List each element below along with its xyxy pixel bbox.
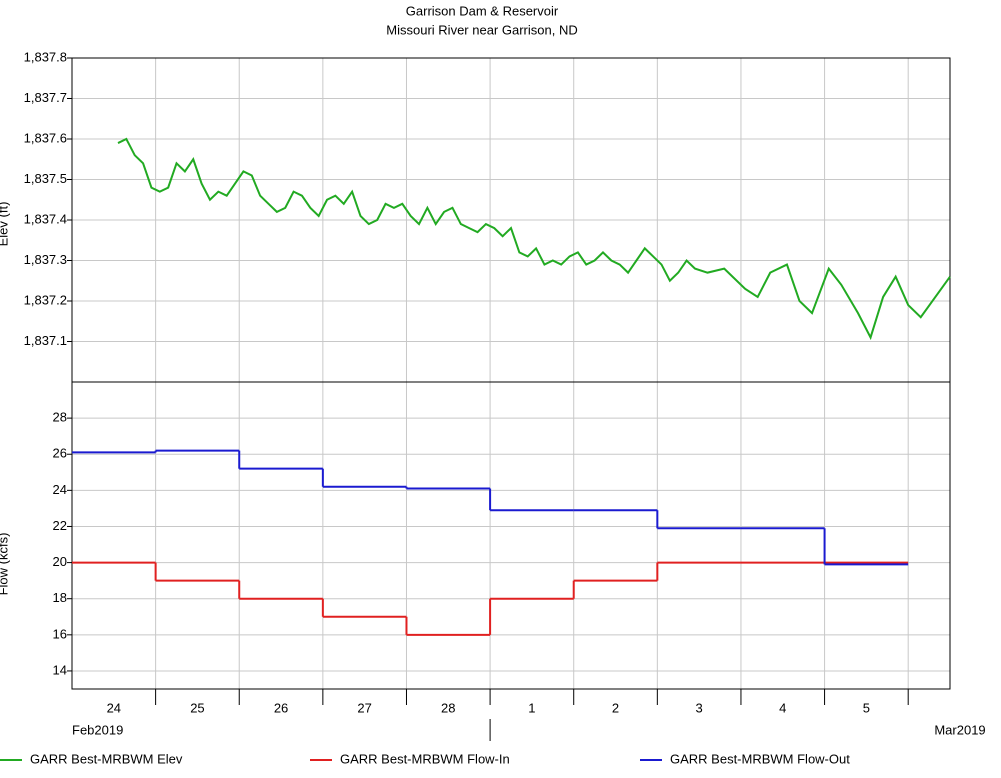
month-label: Mar2019	[934, 722, 985, 737]
x-tick-label: 2	[612, 700, 619, 715]
line-series	[117, 137, 951, 341]
y-tick-label: 1,837.5	[24, 171, 67, 186]
y-tick-label: 22	[53, 518, 67, 533]
y-tick-label: 18	[53, 590, 67, 605]
x-tick-label: 26	[274, 700, 288, 715]
y-tick-label: 20	[53, 554, 67, 569]
legend-label: GARR Best-MRBWM Elev	[30, 751, 183, 766]
x-tick-label: 4	[779, 700, 786, 715]
x-tick-label: 27	[357, 700, 371, 715]
y-tick-label: 26	[53, 446, 67, 461]
plot-frame	[71, 381, 951, 690]
y-tick-label: 1,837.7	[24, 90, 67, 105]
x-tick-label: 1	[528, 700, 535, 715]
y-tick-label: 14	[53, 662, 67, 677]
y-axis-label: Flow (kcfs)	[0, 533, 10, 596]
legend-label: GARR Best-MRBWM Flow-Out	[670, 751, 850, 766]
month-label: Feb2019	[72, 722, 123, 737]
x-tick-label: 28	[441, 700, 455, 715]
y-tick-label: 1,837.6	[24, 130, 67, 145]
x-tick-label: 25	[190, 700, 204, 715]
x-tick-label: 3	[696, 700, 703, 715]
y-tick-label: 1,837.2	[24, 292, 67, 307]
y-tick-label: 1,837.4	[24, 211, 67, 226]
y-tick-label: 24	[53, 482, 67, 497]
chart-title: Garrison Dam & Reservoir	[406, 3, 559, 18]
y-tick-label: 1,837.8	[24, 49, 67, 64]
x-tick-label: 5	[863, 700, 870, 715]
y-tick-label: 1,837.3	[24, 252, 67, 267]
legend-label: GARR Best-MRBWM Flow-In	[340, 751, 510, 766]
x-tick-label: 24	[107, 700, 121, 715]
y-tick-label: 16	[53, 626, 67, 641]
y-axis-label: Elev (ft)	[0, 202, 10, 247]
chart-subtitle: Missouri River near Garrison, ND	[386, 22, 577, 37]
y-tick-label: 1,837.1	[24, 333, 67, 348]
y-tick-label: 28	[53, 410, 67, 425]
